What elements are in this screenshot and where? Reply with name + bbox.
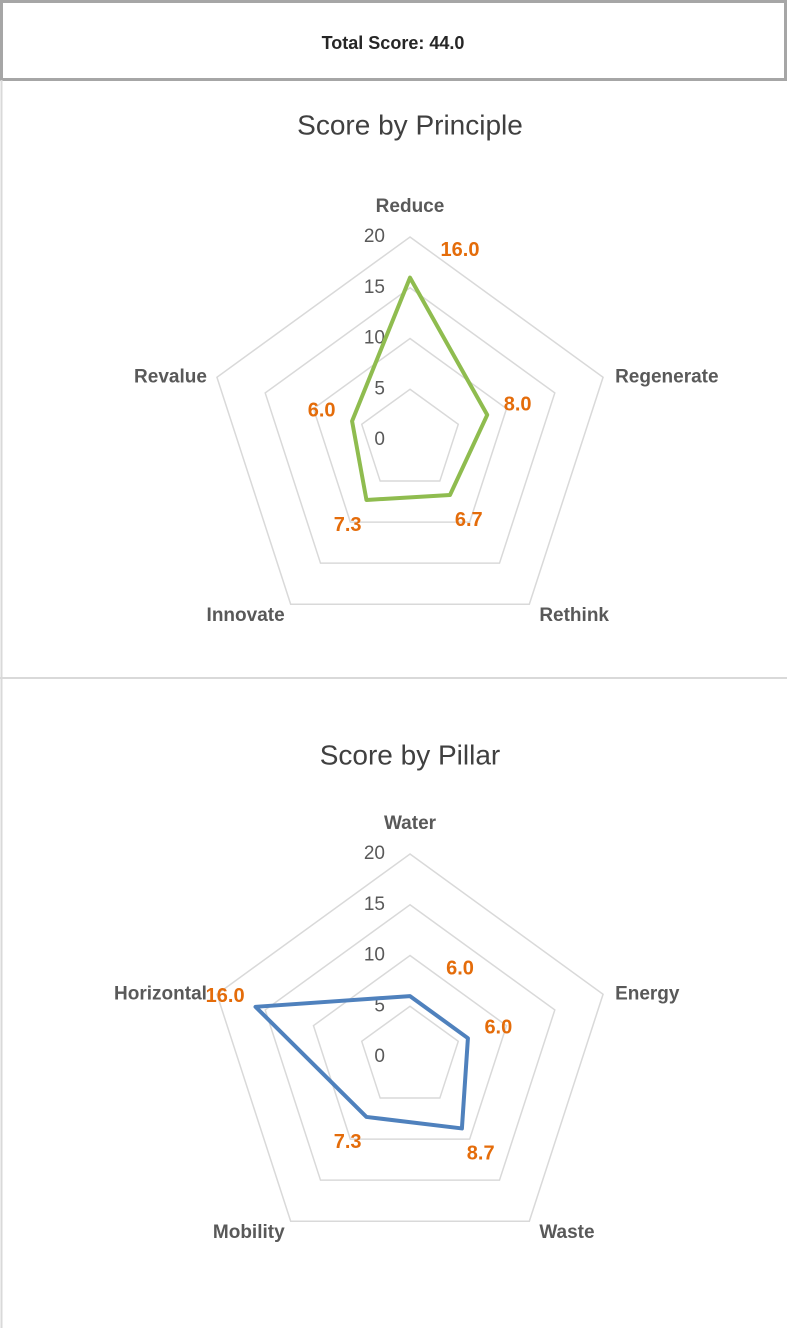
grid-line [264,286,556,564]
category-label: Reduce [376,196,445,217]
r-tick-label: 0 [374,429,385,450]
grid-line [216,236,604,605]
grid-line [312,337,508,523]
r-tick-label: 0 [374,1046,385,1067]
series-line [253,994,470,1131]
r-tick-label: 5 [374,378,385,399]
grid-line [360,1005,460,1099]
category-label: Rethink [539,605,609,626]
series-line [350,275,490,502]
r-tick-label: 5 [374,995,385,1016]
chart-title: Score by Principle [297,109,523,140]
category-label: Innovate [207,605,285,626]
r-tick-label: 15 [364,894,385,915]
category-label: Regenerate [615,366,719,387]
r-tick-label: 10 [364,328,385,349]
r-tick-label: 10 [364,945,385,966]
total-score: Total Score: 44.0 [322,33,465,53]
category-label: Waste [539,1222,594,1243]
value-label: 7.3 [334,1131,362,1153]
chart-title: Score by Pillar [320,739,501,770]
value-label: 6.0 [308,400,336,422]
r-tick-label: 15 [364,277,385,298]
grid-line [360,388,460,482]
category-label: Water [384,813,437,834]
r-tick-label: 20 [364,226,385,247]
value-label: 8.0 [504,393,532,415]
header-box [0,0,787,81]
category-label: Horizontal [114,983,207,1004]
value-label: 16.0 [206,985,245,1007]
value-label: 6.0 [446,957,474,979]
grid-line [264,903,556,1181]
category-label: Energy [615,983,680,1004]
category-label: Revalue [134,366,207,387]
r-tick-label: 20 [364,843,385,864]
value-label: 16.0 [441,239,480,261]
grid-line [312,954,508,1140]
grid-line [216,853,604,1222]
value-label: 7.3 [334,514,362,536]
value-label: 8.7 [467,1143,495,1165]
value-label: 6.7 [455,509,483,531]
category-label: Mobility [213,1222,285,1243]
value-label: 6.0 [484,1017,512,1039]
